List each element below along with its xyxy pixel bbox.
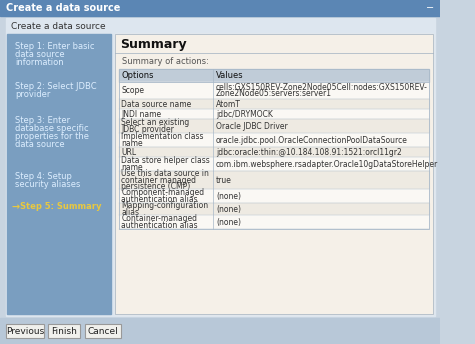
Text: Data source name: Data source name	[122, 99, 192, 108]
Text: Mapping-configuration: Mapping-configuration	[122, 201, 209, 210]
Text: jdbc/DRYMOCK: jdbc/DRYMOCK	[216, 109, 273, 118]
Bar	[119, 69, 429, 82]
Bar	[119, 133, 429, 147]
Text: Use this data source in: Use this data source in	[122, 169, 209, 178]
Bar	[8, 34, 111, 314]
Bar	[119, 99, 429, 109]
Bar	[119, 203, 429, 215]
Bar	[119, 82, 429, 99]
Text: Previous: Previous	[6, 326, 44, 335]
Bar	[119, 171, 429, 189]
Text: data source: data source	[15, 140, 65, 149]
Text: (none): (none)	[216, 204, 241, 214]
Text: Step 5: Summary: Step 5: Summary	[20, 202, 102, 211]
Text: Oracle JDBC Driver: Oracle JDBC Driver	[216, 121, 288, 130]
Text: security aliases: security aliases	[15, 180, 80, 189]
Bar	[119, 119, 429, 133]
Text: Step 4: Setup: Step 4: Setup	[15, 172, 72, 181]
Text: Select an existing: Select an existing	[122, 118, 190, 127]
FancyBboxPatch shape	[6, 324, 45, 338]
Text: Data store helper class: Data store helper class	[122, 156, 210, 165]
Text: container managed: container managed	[122, 175, 197, 184]
Text: Scope: Scope	[122, 86, 144, 95]
Text: JDBC provider: JDBC provider	[122, 125, 174, 134]
Text: properties for the: properties for the	[15, 132, 89, 141]
Text: persistence (CMP): persistence (CMP)	[122, 182, 190, 191]
Text: alias: alias	[122, 208, 140, 217]
Text: name: name	[122, 163, 143, 172]
Text: Step 1: Enter basic: Step 1: Enter basic	[15, 42, 95, 51]
Text: Container-managed: Container-managed	[122, 214, 198, 223]
Bar	[6, 18, 435, 316]
Text: Cancel: Cancel	[87, 326, 118, 335]
Text: Create a data source: Create a data source	[6, 3, 120, 13]
Text: −: −	[426, 3, 434, 13]
Bar	[119, 109, 429, 119]
Text: Options: Options	[122, 71, 154, 80]
Text: Step 2: Select JDBC: Step 2: Select JDBC	[15, 82, 96, 91]
Text: Finish: Finish	[51, 326, 77, 335]
Text: com.ibm.websphere.rsadapter.Oracle10gDataStoreHelper: com.ibm.websphere.rsadapter.Oracle10gDat…	[216, 160, 438, 169]
Bar	[119, 189, 429, 203]
Text: →: →	[11, 202, 19, 212]
Text: data source: data source	[15, 50, 65, 59]
Text: (none): (none)	[216, 217, 241, 226]
Text: Zone2Node05:servers:server1: Zone2Node05:servers:server1	[216, 89, 332, 98]
Bar	[119, 157, 429, 171]
Text: Values: Values	[216, 71, 244, 80]
Bar	[0, 318, 440, 344]
Text: Implementation class: Implementation class	[122, 132, 204, 141]
Text: Summary of actions:: Summary of actions:	[123, 56, 209, 65]
Text: authentication alias: authentication alias	[122, 195, 198, 204]
Text: AtomT: AtomT	[216, 99, 241, 108]
Text: information: information	[15, 58, 64, 67]
Text: authentication alias: authentication alias	[122, 221, 198, 230]
FancyBboxPatch shape	[86, 324, 121, 338]
Bar	[119, 147, 429, 157]
Text: Summary: Summary	[121, 37, 187, 51]
Text: oracle.jdbc.pool.OracleConnectionPoolDataSource: oracle.jdbc.pool.OracleConnectionPoolDat…	[216, 136, 408, 144]
Text: Component-managed: Component-managed	[122, 188, 205, 197]
FancyBboxPatch shape	[48, 324, 80, 338]
Text: true: true	[216, 175, 232, 184]
Bar	[115, 34, 433, 314]
Bar	[119, 215, 429, 229]
Text: Create a data source: Create a data source	[11, 22, 106, 31]
Bar	[0, 0, 440, 16]
Text: Step 3: Enter: Step 3: Enter	[15, 116, 70, 125]
Text: database specific: database specific	[15, 124, 88, 133]
Text: URL: URL	[122, 148, 136, 157]
Text: name: name	[122, 139, 143, 148]
Text: (none): (none)	[216, 192, 241, 201]
Text: jdbc:oracle:thin:@10.184.108.91:1521:orcl11gr2: jdbc:oracle:thin:@10.184.108.91:1521:orc…	[216, 148, 402, 157]
Bar	[115, 34, 433, 314]
Text: cells:GXS150REV-Zone2Node05Cell:nodes:GXS150REV-: cells:GXS150REV-Zone2Node05Cell:nodes:GX…	[216, 83, 428, 92]
Text: JNDI name: JNDI name	[122, 109, 162, 118]
Bar	[119, 69, 429, 229]
Text: provider: provider	[15, 90, 50, 99]
